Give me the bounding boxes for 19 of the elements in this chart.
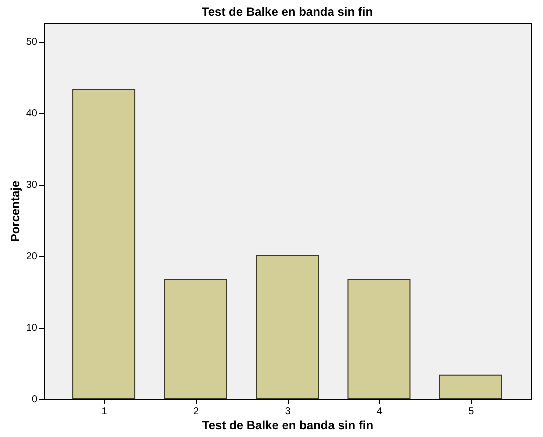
y-tick-label: 30 <box>26 180 38 192</box>
bar <box>256 256 319 400</box>
y-axis-title: Porcentaje <box>8 180 22 242</box>
bar <box>164 279 228 400</box>
x-axis-title: Test de Balke en banda sin fin <box>202 418 374 432</box>
x-tick-label: 4 <box>376 406 383 418</box>
x-tick-label: 2 <box>193 406 200 418</box>
x-tick-label: 1 <box>102 406 108 418</box>
bar <box>72 88 136 400</box>
y-tick-label: 20 <box>26 252 38 263</box>
bar <box>439 374 502 400</box>
x-tick-label: 3 <box>285 406 292 418</box>
chart-title: Test de Balke en banda sin fin <box>202 5 374 19</box>
x-tick-label: 5 <box>468 406 475 418</box>
bar <box>348 279 411 400</box>
y-tick-label: 0 <box>32 394 38 406</box>
y-tick-label: 50 <box>26 37 38 48</box>
y-tick-label: 10 <box>26 323 38 334</box>
y-tick-label: 40 <box>26 108 38 120</box>
